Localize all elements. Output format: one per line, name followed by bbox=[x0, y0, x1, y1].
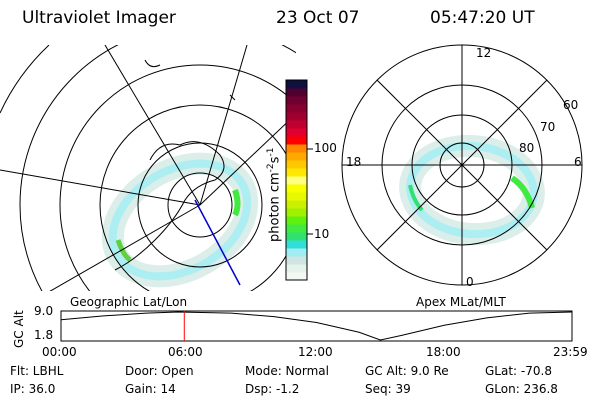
mlt-0: 0 bbox=[466, 275, 474, 289]
cbar-unit-exp1: -2 bbox=[266, 163, 276, 173]
colorbar-swatch bbox=[286, 128, 307, 137]
colorbar-swatch bbox=[286, 248, 307, 257]
latitude-circle bbox=[167, 172, 233, 238]
colorbar-swatch bbox=[286, 152, 307, 161]
status-field: Seq: 39 bbox=[365, 382, 411, 396]
colorbar-swatch bbox=[286, 224, 307, 233]
aurora-emission bbox=[232, 189, 241, 217]
cbar-tick-100: 100 bbox=[314, 141, 337, 155]
ytick-1.8: 1.8 bbox=[34, 328, 54, 342]
colorbar-swatch bbox=[286, 144, 307, 153]
coastline bbox=[114, 141, 225, 271]
longitude-line bbox=[104, 45, 201, 206]
status-field: GC Alt: 9.0 Re bbox=[365, 364, 449, 378]
colorbar-swatch bbox=[286, 112, 307, 121]
alt-ylabel: GC Alt bbox=[12, 310, 26, 348]
longitude-line bbox=[199, 113, 296, 206]
colorbar-swatch bbox=[286, 264, 307, 273]
lat-70: 70 bbox=[540, 120, 556, 134]
apex-polar-plot bbox=[341, 44, 583, 286]
coastline bbox=[144, 59, 236, 101]
aurora-emission bbox=[115, 239, 132, 263]
colorbar-swatch bbox=[286, 208, 307, 217]
latitude-arc bbox=[0, 45, 50, 114]
colorbar-swatch bbox=[286, 184, 307, 193]
alt-series-line bbox=[60, 311, 573, 341]
latitude-circle bbox=[59, 64, 296, 291]
colorbar-swatch bbox=[286, 200, 307, 209]
aurora-emission bbox=[406, 141, 538, 239]
date: 23 Oct 07 bbox=[276, 8, 360, 28]
aurora-emission bbox=[408, 184, 424, 212]
lat-80: 80 bbox=[519, 141, 535, 155]
status-field: GLon: 236.8 bbox=[485, 382, 558, 396]
ytick-9: 9.0 bbox=[34, 304, 54, 318]
colorbar-swatch bbox=[286, 120, 307, 129]
time: 05:47:20 UT bbox=[430, 8, 535, 28]
xtick-12: 12:00 bbox=[298, 345, 333, 359]
colorbar-swatch bbox=[286, 168, 307, 177]
status-field: IP: 36.0 bbox=[10, 382, 56, 396]
colorbar-swatch bbox=[286, 160, 307, 169]
left-panel-label: Geographic Lat/Lon bbox=[70, 295, 188, 309]
right-panel-label: Apex MLat/MLT bbox=[416, 295, 506, 309]
colorbar-swatch bbox=[286, 96, 307, 105]
xtick-0: 00:00 bbox=[42, 345, 77, 359]
xtick-18: 18:00 bbox=[426, 345, 461, 359]
gc-alt-plot bbox=[60, 310, 573, 342]
status-field: GLat: -70.8 bbox=[485, 364, 552, 378]
status-field: Mode: Normal bbox=[245, 364, 329, 378]
cbar-unit-exp2: -1 bbox=[266, 147, 276, 157]
status-field: Flt: LBHL bbox=[10, 364, 64, 378]
colorbar-swatch bbox=[286, 104, 307, 113]
geographic-map bbox=[0, 45, 296, 291]
mlt-line bbox=[376, 79, 548, 251]
alt-plot-frame bbox=[60, 310, 573, 342]
colorbar-swatch bbox=[286, 192, 307, 201]
xtick-2359: 23:59 bbox=[553, 345, 588, 359]
colorbar-swatch bbox=[286, 240, 307, 249]
cbar-unit: photon cm-2s-1 bbox=[266, 148, 282, 242]
longitude-line bbox=[0, 169, 201, 206]
track-line bbox=[194, 199, 241, 286]
longitude-line bbox=[49, 204, 201, 291]
cbar-unit-mid: s bbox=[267, 156, 283, 164]
latitude-circle bbox=[19, 45, 296, 291]
mlt-6: 6 bbox=[574, 155, 582, 169]
colorbar-swatch bbox=[286, 88, 307, 97]
longitude-line bbox=[199, 45, 248, 206]
mlt-12: 12 bbox=[476, 46, 492, 60]
cbar-unit-base: photon cm bbox=[267, 172, 283, 242]
status-field: Door: Open bbox=[125, 364, 194, 378]
colorbar-swatch bbox=[286, 80, 307, 89]
latitude-circle bbox=[99, 104, 296, 291]
colorbar-swatch bbox=[286, 256, 307, 265]
status-field: Dsp: -1.2 bbox=[245, 382, 300, 396]
cbar-tick-10: 10 bbox=[314, 227, 330, 241]
colorbar bbox=[285, 79, 313, 281]
lat-60: 60 bbox=[563, 98, 579, 112]
colorbar-swatch bbox=[286, 176, 307, 185]
title: Ultraviolet Imager bbox=[22, 8, 176, 28]
colorbar-swatch bbox=[286, 232, 307, 241]
colorbar-swatch bbox=[286, 216, 307, 225]
xtick-6: 06:00 bbox=[168, 345, 203, 359]
colorbar-swatch bbox=[286, 136, 307, 145]
aurora-emission bbox=[108, 159, 252, 281]
colorbar-frame bbox=[285, 79, 308, 281]
mlt-18: 18 bbox=[346, 155, 362, 169]
colorbar-swatch bbox=[286, 272, 307, 281]
status-field: Gain: 14 bbox=[125, 382, 176, 396]
